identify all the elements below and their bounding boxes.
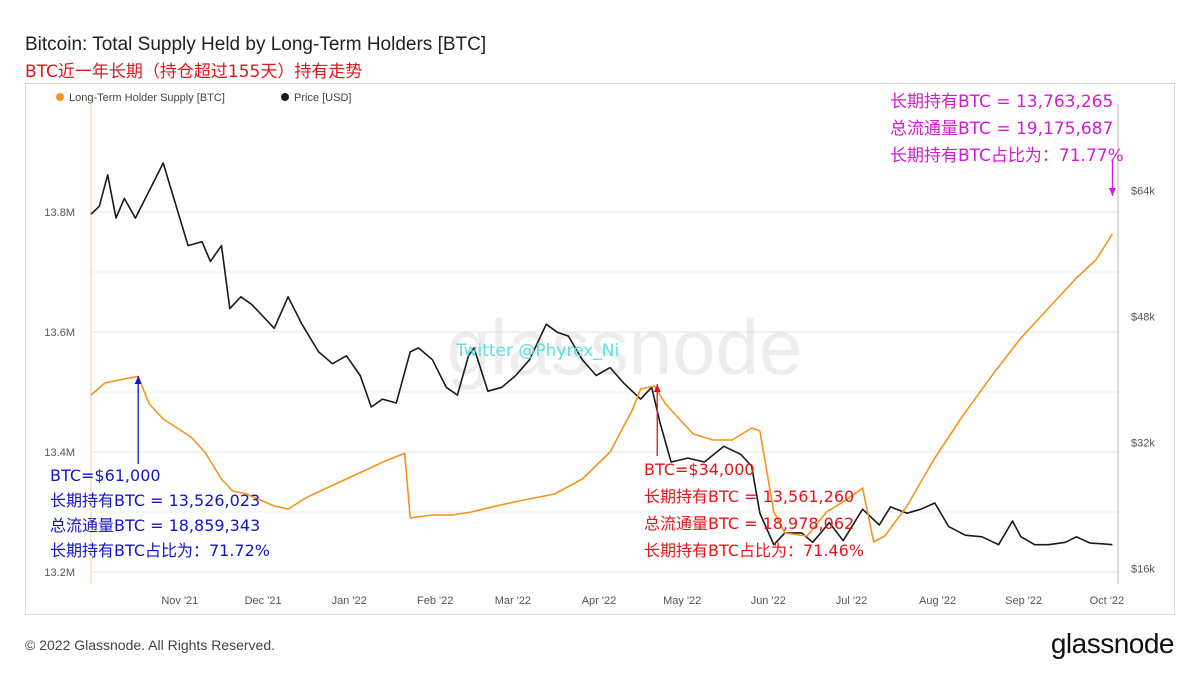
- annotation-text-line: BTC=$61,000: [50, 466, 161, 485]
- x-tick-label: Jul '22: [836, 595, 867, 607]
- legend-label-price: Price [USD]: [294, 92, 351, 104]
- twitter-handle-overlay: Twitter @Phyrex_Ni: [455, 341, 619, 361]
- annotation-may: BTC=$34,000 长期持有BTC = 13,561,260 总流通量BTC =…: [644, 384, 864, 560]
- chart-title: Bitcoin: Total Supply Held by Long-Term …: [25, 34, 487, 55]
- annotation-text-line: 总流通量BTC = 18,978,062: [644, 514, 854, 533]
- chart-area: 13.2M 13.4M 13.6M 13.8M $16k $32k $48k $64k Nov …: [25, 83, 1175, 615]
- y-right-tick-label: $64k: [1131, 186, 1155, 198]
- annotation-arrow-head: [134, 376, 142, 384]
- chart-subtitle: BTC近一年长期（持仓超过155天）持有走势: [25, 62, 363, 82]
- y-left-tick-label: 13.2M: [44, 567, 75, 579]
- annotation-nov: BTC=$61,000 长期持有BTC = 13,526,023 总流通量BTC =…: [50, 376, 270, 560]
- x-tick-label: Nov '21: [161, 595, 198, 607]
- annotation-text-line: 总流通量BTC = 18,859,343: [50, 516, 260, 535]
- x-tick-label: May '22: [663, 595, 701, 607]
- y-left-tick-label: 13.8M: [44, 207, 75, 219]
- legend-label-lth: Long-Term Holder Supply [BTC]: [69, 92, 225, 104]
- y-right-tick-label: $16k: [1131, 563, 1155, 575]
- lth-supply-series-line: [90, 233, 1114, 543]
- annotation-text-line: BTC=$34,000: [644, 460, 755, 479]
- x-tick-label: Apr '22: [582, 595, 617, 607]
- footer-copyright: © 2022 Glassnode. All Rights Reserved.: [25, 637, 276, 653]
- x-tick-label: Jan '22: [332, 595, 367, 607]
- x-tick-label: Oct '22: [1090, 595, 1125, 607]
- x-tick-label: Feb '22: [417, 595, 453, 607]
- annotation-text-line: BTC=$19,000: [890, 84, 1007, 85]
- annotation-text-line: 长期持有BTC占比为：71.77%: [890, 146, 1124, 166]
- annotation-arrow-head: [1108, 188, 1116, 196]
- legend-swatch-lth: [56, 93, 64, 101]
- x-tick-label: Aug '22: [919, 595, 956, 607]
- glassnode-logo: glassnode: [1050, 628, 1175, 659]
- annotation-text-line: 长期持有BTC = 13,526,023: [50, 491, 260, 510]
- annotation-text-line: 长期持有BTC = 13,763,265: [890, 92, 1113, 112]
- annotation-arrow-head: [653, 384, 661, 392]
- y-right-tick-label: $48k: [1131, 311, 1155, 323]
- price-series-line: [90, 162, 1113, 546]
- annotation-oct: BTC=$19,000 长期持有BTC = 13,763,265 总流通量BTC =…: [890, 84, 1124, 196]
- x-tick-label: Dec '21: [245, 595, 282, 607]
- annotation-text-line: 长期持有BTC占比为：71.72%: [50, 541, 270, 560]
- annotation-text-line: 总流通量BTC = 19,175,687: [890, 119, 1113, 139]
- legend-swatch-price: [281, 93, 289, 101]
- glassnode-watermark: glassnode: [447, 303, 803, 391]
- annotation-text-line: 长期持有BTC占比为：71.46%: [644, 541, 864, 560]
- annotation-text-line: 长期持有BTC = 13,561,260: [644, 487, 854, 506]
- y-left-tick-label: 13.6M: [44, 327, 75, 339]
- y-left-tick-label: 13.4M: [44, 447, 75, 459]
- x-tick-label: Mar '22: [495, 595, 531, 607]
- x-tick-label: Sep '22: [1005, 595, 1042, 607]
- y-right-tick-label: $32k: [1131, 437, 1155, 449]
- chart-svg: 13.2M 13.4M 13.6M 13.8M $16k $32k $48k $64k Nov …: [44, 84, 1155, 607]
- x-tick-label: Jun '22: [751, 595, 786, 607]
